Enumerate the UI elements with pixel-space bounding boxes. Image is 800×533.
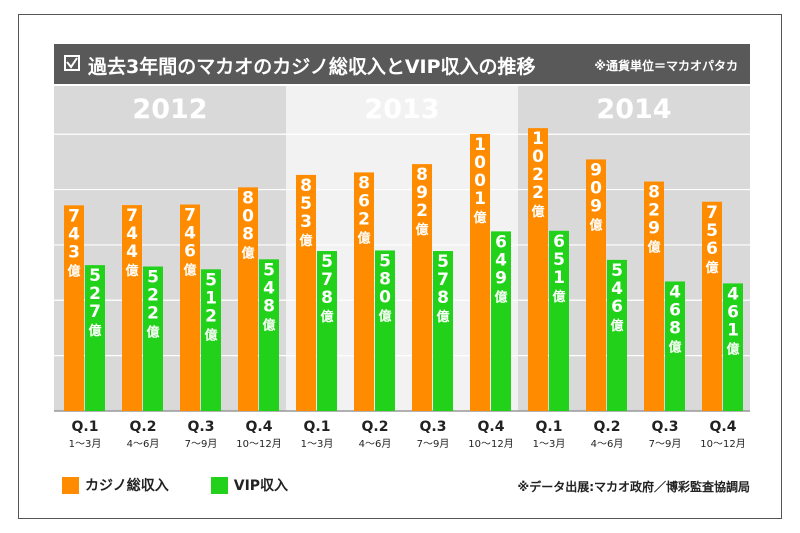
tick-label-months: 4〜6月 (359, 438, 392, 450)
tick-label-quarter: Q.1 (536, 419, 563, 435)
bar-casino-2012-Q.4 (238, 187, 258, 411)
tick-label-months: 4〜6月 (127, 438, 160, 450)
tick-label-months: 10〜12月 (700, 438, 745, 450)
chart-title: 過去3年間のマカオのカジノ総収入とVIP収入の推移 (88, 56, 536, 78)
tick-label-months: 1〜3月 (301, 438, 334, 450)
tick-label-months: 7〜9月 (185, 438, 218, 450)
tick-label-quarter: Q.3 (652, 419, 679, 435)
bar-casino-2012-Q.1 (64, 205, 84, 411)
legend-swatch-vip (210, 476, 228, 494)
checkbox-icon (64, 55, 80, 71)
bar-casino-2013-Q.3 (412, 164, 432, 411)
tick-label-quarter: Q.2 (362, 419, 389, 435)
tick-label-quarter: Q.2 (594, 419, 621, 435)
tick-label-quarter: Q.4 (478, 419, 505, 435)
bar-vip-2013-Q.4 (491, 231, 511, 411)
bar-casino-2013-Q.4 (470, 133, 490, 411)
legend-label-vip: VIP収入 (233, 478, 289, 494)
year-label-2012: 2012 (132, 94, 207, 125)
bar-vip-2012-Q.3 (201, 269, 221, 411)
tick-label-months: 10〜12月 (468, 438, 513, 450)
tick-label-months: 10〜12月 (236, 438, 281, 450)
currency-note: ※通貨単位＝マカオパタカ (594, 59, 738, 73)
bar-vip-2014-Q.1 (549, 230, 569, 411)
bar-vip-2014-Q.3 (665, 281, 685, 411)
tick-label-quarter: Q.1 (72, 419, 99, 435)
bar-vip-2012-Q.1 (85, 265, 105, 411)
tick-label-quarter: Q.1 (304, 419, 331, 435)
tick-label-quarter: Q.2 (130, 419, 157, 435)
tick-label-months: 1〜3月 (69, 438, 102, 450)
bar-vip-2014-Q.2 (607, 259, 627, 411)
bar-casino-2013-Q.2 (354, 172, 374, 411)
legend-item-vip: VIP収入 (210, 475, 289, 495)
tick-label-quarter: Q.4 (246, 419, 273, 435)
bar-casino-2014-Q.2 (586, 159, 606, 411)
bar-casino-2014-Q.4 (702, 201, 722, 411)
source-note: ※データ出展:マカオ政府／博彩監査協調局 (517, 480, 750, 494)
bar-casino-2014-Q.3 (644, 181, 664, 411)
bar-vip-2012-Q.4 (259, 259, 279, 411)
bar-casino-2013-Q.1 (296, 174, 316, 411)
legend-label-casino: カジノ総収入 (85, 478, 169, 494)
tick-label-quarter: Q.3 (188, 419, 215, 435)
legend-swatch-casino (62, 476, 79, 494)
tick-label-months: 7〜9月 (649, 438, 682, 450)
bar-vip-2013-Q.2 (375, 250, 395, 411)
year-label-2014: 2014 (596, 94, 671, 125)
bar-vip-2013-Q.3 (433, 251, 453, 411)
bar-casino-2012-Q.2 (122, 205, 142, 411)
tick-label-quarter: Q.4 (710, 419, 737, 435)
legend-item-casino: カジノ総収入 (62, 475, 169, 495)
bar-casino-2014-Q.1 (528, 128, 548, 411)
bar-vip-2013-Q.1 (317, 251, 337, 411)
bar-casino-2012-Q.3 (180, 204, 200, 411)
legend: カジノ総収入 VIP収入 (62, 476, 330, 494)
tick-label-months: 1〜3月 (533, 438, 566, 450)
tick-label-months: 4〜6月 (591, 438, 624, 450)
tick-label-months: 7〜9月 (417, 438, 450, 450)
tick-label-quarter: Q.3 (420, 419, 447, 435)
title-bar: 過去3年間のマカオのカジノ総収入とVIP収入の推移 ※通貨単位＝マカオパタカ (54, 44, 750, 84)
bar-vip-2014-Q.4 (723, 283, 743, 411)
year-label-2013: 2013 (364, 94, 439, 125)
bar-vip-2012-Q.2 (143, 266, 163, 411)
